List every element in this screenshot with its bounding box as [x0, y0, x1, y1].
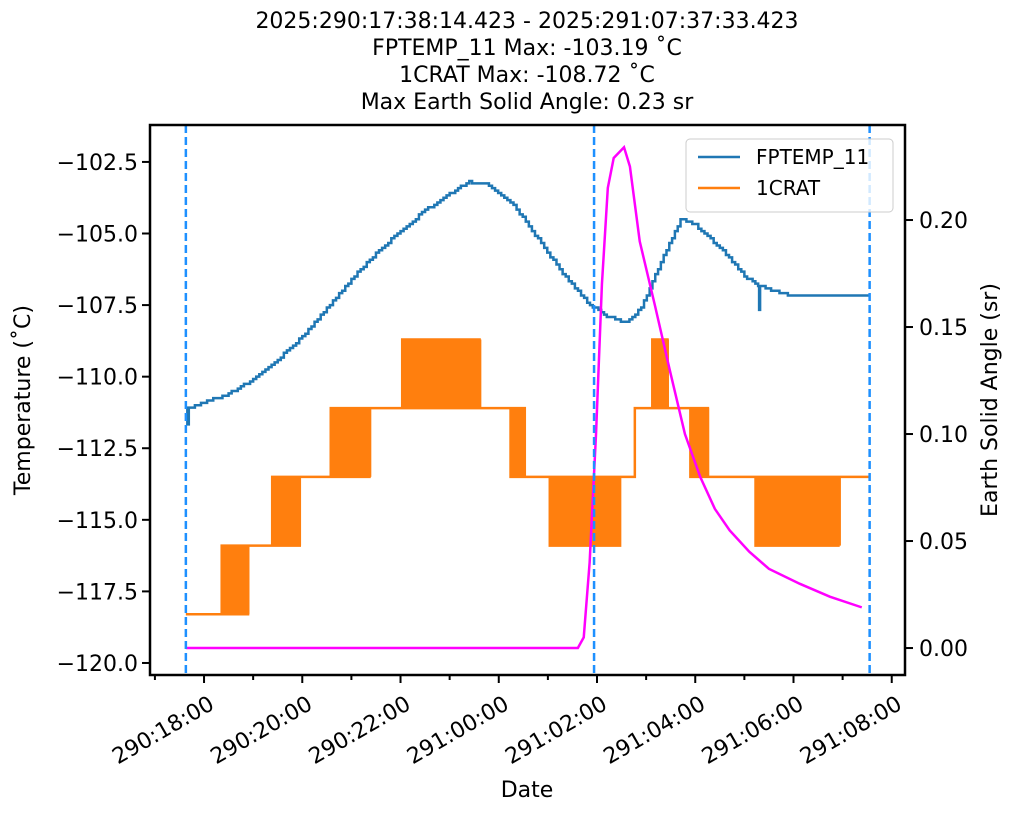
title-line-4: Max Earth Solid Angle: 0.23 sr — [361, 90, 695, 115]
y-tick-label: −112.5 — [57, 437, 138, 462]
x-tick-label: 291:06:00 — [698, 692, 808, 770]
x-tick-label: 291:04:00 — [600, 692, 710, 770]
x-tick-label: 290:20:00 — [207, 692, 317, 770]
y2-tick-label: 0.10 — [919, 423, 968, 448]
y-tick-label: −105.0 — [57, 223, 138, 248]
y-axis-label: Temperature (˚C) — [11, 305, 36, 496]
y-tick-label: −117.5 — [57, 580, 138, 605]
y-tick-label: −120.0 — [57, 652, 138, 677]
y2-tick-label: 0.00 — [919, 637, 968, 662]
title-line-1: 2025:290:17:38:14.423 - 2025:291:07:37:3… — [255, 9, 798, 34]
series-earth-solid-angle-line — [185, 144, 863, 650]
y-tick-label: −115.0 — [57, 509, 138, 534]
series-fptemp11-line — [185, 179, 870, 426]
y2-tick-label: 0.20 — [919, 209, 968, 234]
series-1crat-line — [185, 338, 870, 616]
title-line-3: 1CRAT Max: -108.72 ˚C — [399, 63, 655, 88]
y-tick-label: −107.5 — [57, 294, 138, 319]
x-tick-label: 291:08:00 — [796, 692, 906, 770]
y-tick-label: −110.0 — [57, 366, 138, 391]
legend: FPTEMP_11 1CRAT — [685, 138, 894, 213]
y-tick-label: −102.5 — [57, 151, 138, 176]
title-line-2: FPTEMP_11 Max: -103.19 ˚C — [372, 36, 682, 61]
y2-axis-label: Earth Solid Angle (sr) — [978, 283, 1003, 517]
chart-title: 2025:290:17:38:14.423 - 2025:291:07:37:3… — [255, 9, 798, 115]
plot-frame — [148, 123, 907, 677]
y2-tick-label: 0.05 — [919, 530, 968, 555]
y2-tick-label: 0.15 — [919, 316, 968, 341]
legend-label-1crat: 1CRAT — [756, 176, 821, 200]
x-tick-label: 290:18:00 — [108, 692, 218, 770]
x-axis-label: Date — [501, 778, 554, 803]
legend-label-fptemp: FPTEMP_11 — [756, 145, 869, 169]
x-tick-label: 291:00:00 — [403, 692, 513, 770]
x-tick-label: 291:02:00 — [501, 692, 611, 770]
x-tick-label: 290:22:00 — [305, 692, 415, 770]
